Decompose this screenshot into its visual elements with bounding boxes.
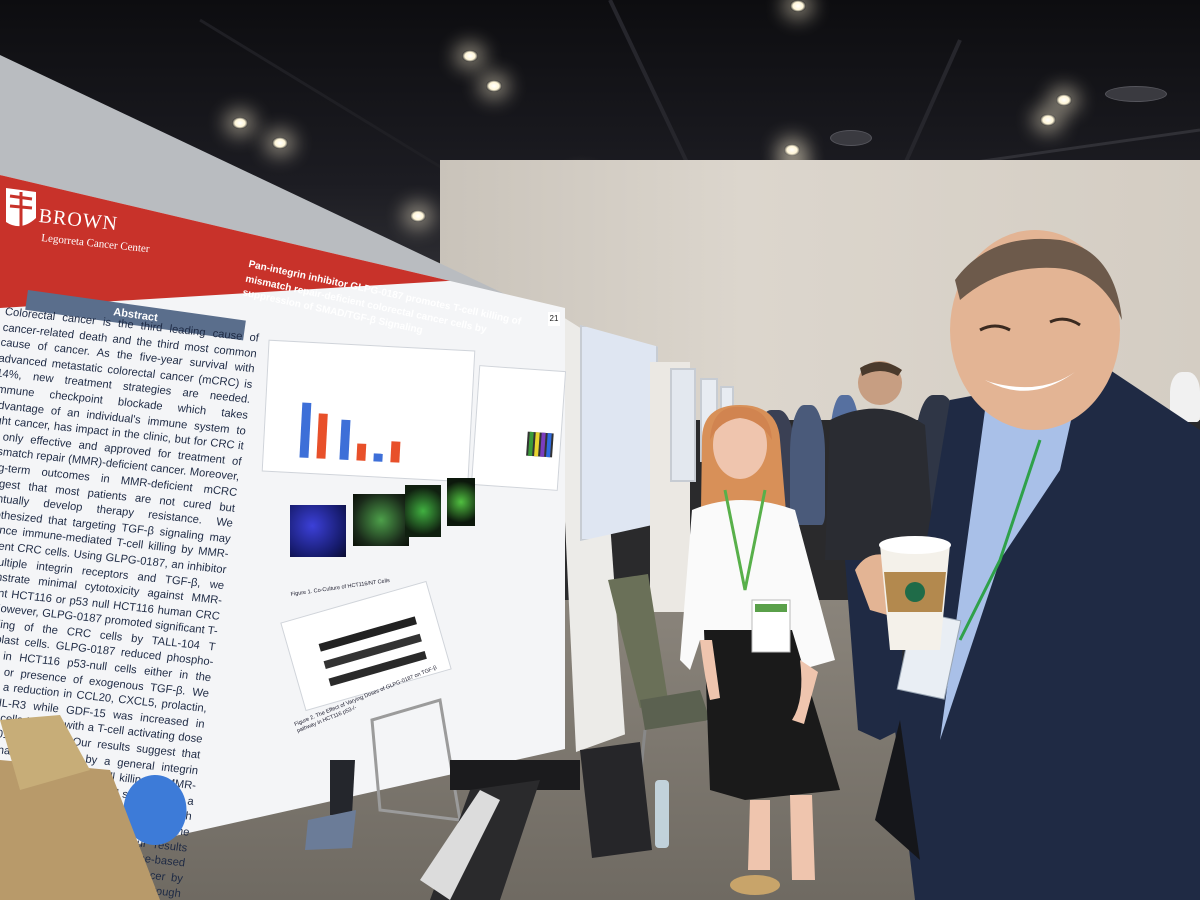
brown-shield-logo <box>6 188 36 227</box>
ceiling-light <box>790 0 806 12</box>
gold-bag <box>0 715 90 790</box>
ceiling-light <box>462 50 478 62</box>
distant-poster <box>670 368 696 482</box>
chair-seat <box>640 690 710 730</box>
board-number: 21 <box>548 312 560 326</box>
ceiling-light <box>232 117 248 129</box>
microscopy-image-blue <box>290 505 346 557</box>
dot-plot <box>526 431 554 458</box>
water-bottle <box>655 780 669 848</box>
ceiling-light <box>1040 114 1056 126</box>
ceiling-light <box>784 144 800 156</box>
ceiling-light <box>486 80 502 92</box>
chair-back <box>608 574 668 708</box>
distant-poster <box>580 325 658 541</box>
microscopy-image-green <box>447 478 475 526</box>
microscopy-image-green <box>405 485 441 537</box>
black-bag <box>580 742 652 858</box>
ceiling-light <box>272 137 288 149</box>
ceiling-vent <box>1105 86 1167 102</box>
microscopy-image-green <box>353 494 409 546</box>
western-blot-figure <box>470 365 567 491</box>
attendee <box>790 405 825 525</box>
ceiling-light <box>410 210 426 222</box>
ceiling-light <box>1056 94 1072 106</box>
ceiling-vent <box>830 130 872 146</box>
cardboard-box <box>0 760 160 900</box>
